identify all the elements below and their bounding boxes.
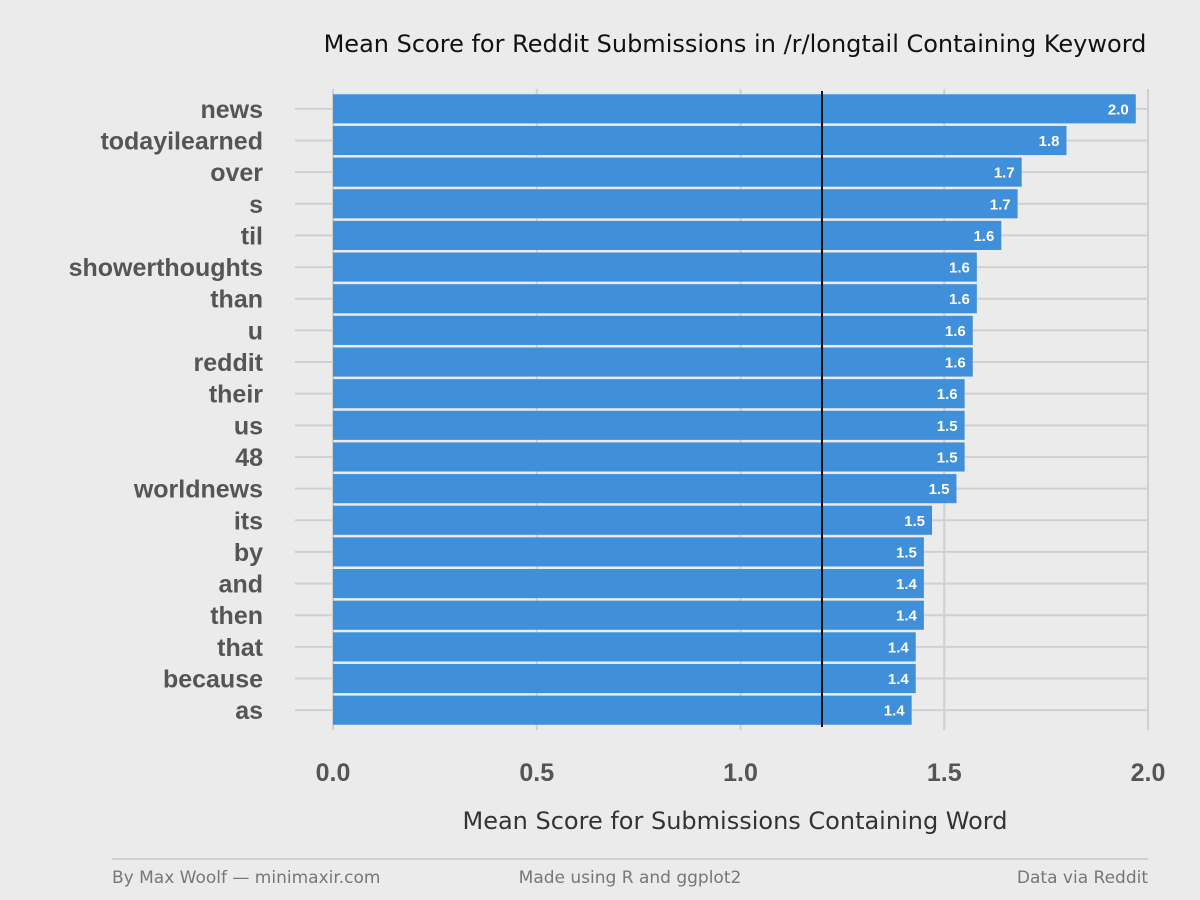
bar-data-label: 1.7	[990, 196, 1011, 213]
bar-data-label: 1.4	[888, 639, 910, 656]
category-label: its	[234, 507, 263, 535]
category-label: by	[234, 539, 263, 567]
bar	[333, 569, 924, 599]
bar	[333, 94, 1136, 124]
bar-data-label: 1.4	[888, 671, 910, 688]
bar	[333, 663, 916, 694]
footer-source: Data via Reddit	[1017, 868, 1148, 888]
bar-data-label: 2.0	[1108, 101, 1129, 118]
bar-data-label: 1.5	[937, 418, 958, 435]
bar	[333, 632, 916, 662]
bar	[333, 505, 933, 535]
category-label: todayilearned	[100, 127, 263, 155]
category-label: over	[210, 159, 263, 187]
category-label: showerthoughts	[69, 254, 263, 282]
bar-data-label: 1.6	[937, 386, 958, 403]
bar-data-label: 1.6	[949, 291, 970, 308]
x-tick-label: 0.0	[316, 759, 351, 787]
bar	[333, 442, 965, 472]
bar	[333, 347, 973, 377]
footer-author: By Max Woolf — minimaxir.com	[112, 868, 381, 888]
x-axis-title: Mean Score for Submissions Containing Wo…	[462, 807, 1007, 835]
bar	[333, 220, 1002, 250]
x-tick-label: 1.0	[723, 759, 758, 787]
bar	[333, 284, 977, 314]
x-tick-label: 2.0	[1131, 759, 1166, 787]
category-label: then	[210, 602, 263, 630]
bar	[333, 695, 912, 725]
bar-data-label: 1.5	[937, 449, 958, 466]
category-label: til	[241, 222, 263, 250]
bar	[333, 600, 924, 630]
bar	[333, 125, 1067, 156]
category-label: and	[219, 571, 263, 599]
category-label: than	[210, 286, 263, 314]
bar-data-label: 1.6	[945, 323, 966, 340]
bar-data-label: 1.5	[896, 544, 917, 561]
bar	[333, 315, 973, 345]
labels-layer: 0.0 0.5 1.0 1.5 2.0 news todayilearned over s til…	[69, 96, 1166, 787]
bar	[333, 410, 965, 440]
category-label: worldnews	[133, 476, 263, 504]
category-label: because	[163, 666, 263, 694]
x-tick-label: 0.5	[519, 759, 554, 787]
category-label: us	[234, 412, 263, 440]
bar-data-label: 1.6	[945, 355, 966, 372]
bar-data-label: 1.8	[1039, 133, 1060, 150]
category-label: reddit	[194, 349, 264, 377]
bar	[333, 379, 965, 409]
category-label: their	[209, 381, 263, 409]
bar	[333, 189, 1018, 219]
category-label: s	[249, 191, 263, 219]
chart-title: Mean Score for Reddit Submissions in /r/…	[324, 30, 1147, 58]
bar-data-label: 1.6	[973, 228, 994, 245]
category-label: as	[235, 697, 263, 725]
bar-data-label: 1.5	[904, 513, 925, 530]
bar-data-label: 1.6	[949, 260, 970, 277]
bar	[333, 252, 977, 282]
bar-data-label: 1.4	[896, 608, 918, 625]
footer-tool: Made using R and ggplot2	[519, 868, 742, 888]
category-label: 48	[235, 444, 263, 472]
category-label: u	[248, 317, 263, 345]
x-tick-label: 1.5	[927, 759, 962, 787]
bars-layer	[333, 94, 1136, 725]
bar-data-label: 1.7	[994, 165, 1015, 182]
category-label: that	[217, 634, 264, 662]
category-label: news	[200, 96, 263, 124]
bar	[333, 157, 1022, 187]
bar-data-label: 1.5	[929, 481, 950, 498]
bar	[333, 537, 924, 567]
bar-data-label: 1.4	[896, 576, 918, 593]
bar	[333, 474, 957, 504]
bar-data-label: 1.4	[884, 703, 906, 720]
